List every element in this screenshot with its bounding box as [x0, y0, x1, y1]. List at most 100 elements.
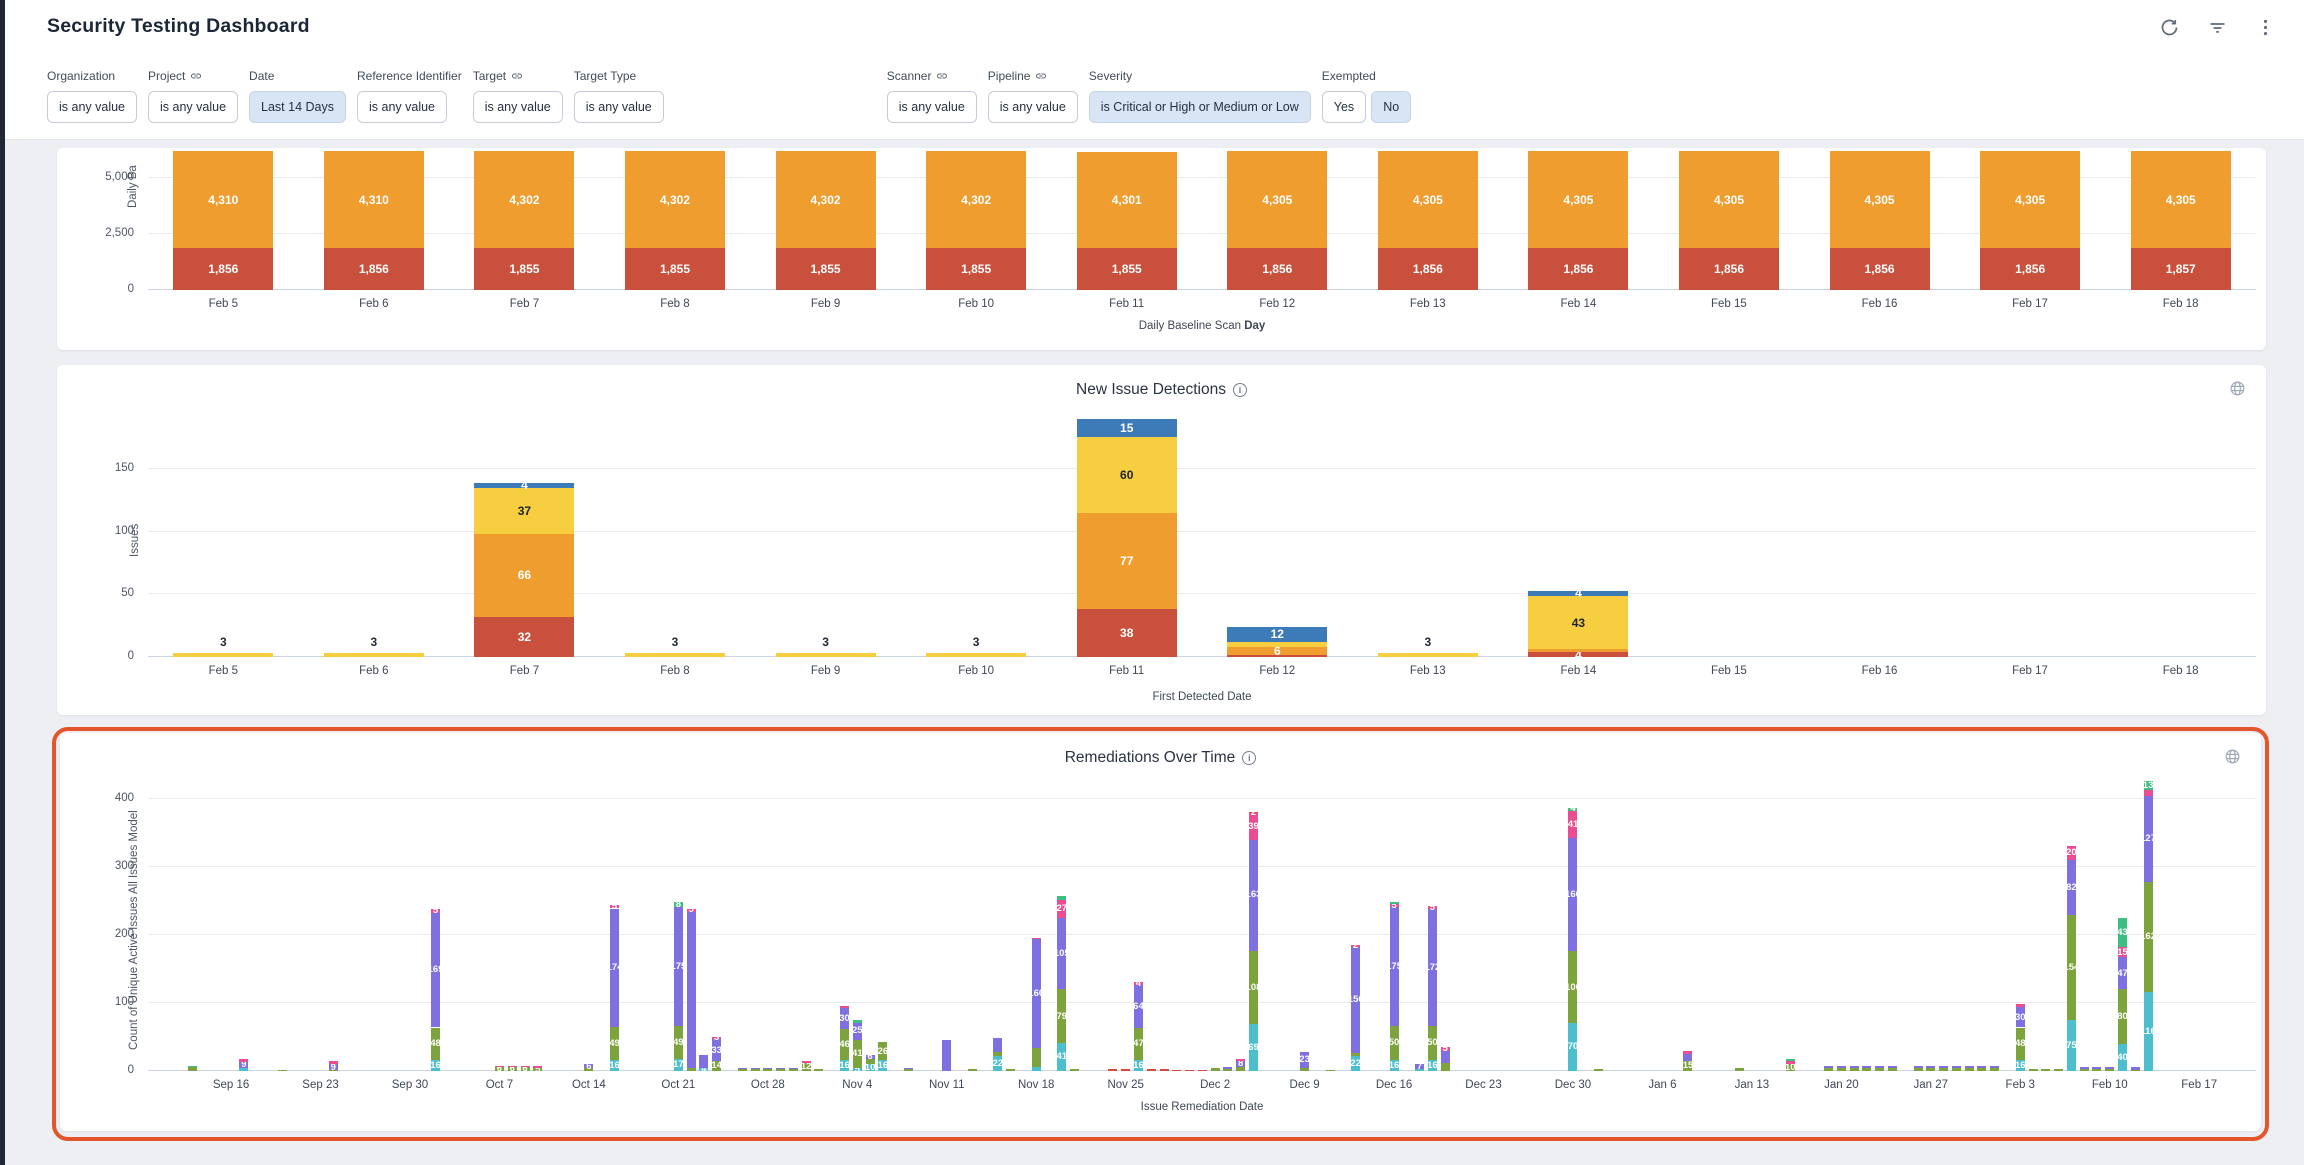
filter-option-exempted-yes[interactable]: Yes — [1321, 91, 1367, 123]
bar-segment-red[interactable]: 1,856 — [1227, 248, 1328, 290]
bar-segment-orange[interactable]: 77 — [1076, 512, 1177, 610]
bar-segment-purple[interactable] — [942, 1040, 952, 1071]
globe-icon[interactable] — [2229, 380, 2246, 397]
bar-segment-purple[interactable] — [1849, 1065, 1859, 1069]
bar-segment-olive[interactable] — [1325, 1069, 1335, 1071]
bar-segment-purple[interactable] — [788, 1067, 798, 1069]
bar-segment-orange[interactable]: 4,301 — [1076, 151, 1177, 249]
bar-segment-crimson[interactable]: 2 — [1248, 808, 1258, 817]
bar-segment-olive[interactable]: 50 — [1389, 1026, 1399, 1061]
bar-segment-olive[interactable]: 47 — [1133, 1028, 1144, 1061]
bar-segment-purple[interactable] — [686, 911, 696, 1069]
bar-segment-pink[interactable] — [239, 1059, 249, 1063]
bar-segment-purple[interactable] — [2105, 1066, 2115, 1069]
bar-segment-red[interactable]: 1,855 — [775, 248, 876, 290]
bar-segment-pink[interactable]: 5 — [1440, 1044, 1450, 1053]
bar-segment-teal[interactable]: 41 — [1056, 1043, 1067, 1071]
bar-segment-teal[interactable]: 5 — [852, 1065, 862, 1074]
bar-segment-teal[interactable]: 17 — [673, 1059, 684, 1071]
bar-segment-olive[interactable]: 15 — [1683, 1060, 1693, 1071]
bar-segment-olive[interactable] — [2105, 1068, 2115, 1071]
bar-segment-olive[interactable]: 50 — [1427, 1026, 1438, 1061]
bar-segment-pink[interactable]: 5 — [609, 902, 619, 911]
bar-segment-red[interactable]: 1,856 — [1377, 248, 1478, 290]
bar-segment-purple[interactable]: 23 — [1299, 1051, 1310, 1068]
bar-segment-olive[interactable] — [686, 1068, 696, 1071]
bar-segment-purple[interactable] — [993, 1038, 1003, 1052]
bar-segment-pink[interactable]: 5 — [431, 906, 441, 915]
bar-segment-teal[interactable] — [1031, 1066, 1041, 1071]
bar-segment-orange[interactable]: 6 — [1227, 645, 1328, 657]
bar-segment-teal[interactable] — [1415, 1068, 1425, 1071]
bar-segment-purple[interactable] — [1977, 1065, 1987, 1069]
bar-segment-purple[interactable] — [1683, 1054, 1693, 1061]
bar-segment-green[interactable]: 13 — [2143, 781, 2153, 791]
bar-segment-teal[interactable]: 70 — [1568, 1023, 1578, 1071]
bar-segment-purple[interactable] — [1964, 1065, 1974, 1069]
bar-segment-olive[interactable] — [188, 1066, 198, 1071]
bar-segment-pink[interactable]: 41 — [1568, 810, 1578, 839]
bar-segment-olive[interactable]: 48 — [2015, 1027, 2026, 1061]
bar-segment-purple[interactable] — [763, 1067, 773, 1069]
bar-segment-yellow[interactable] — [1227, 641, 1328, 647]
bar-segment-purple[interactable]: 166 — [1565, 838, 1581, 952]
more-menu-icon[interactable] — [2255, 17, 2276, 38]
filter-option-exempted-no[interactable]: No — [1371, 91, 1412, 123]
bar-segment-green[interactable] — [852, 1020, 862, 1023]
bar-segment-teal[interactable]: 16 — [878, 1060, 888, 1071]
bar-segment-purple[interactable]: 30 — [2015, 1007, 2026, 1028]
bar-segment-orange[interactable]: 4,305 — [1377, 151, 1478, 249]
bar-segment-olive[interactable]: 154 — [2063, 915, 2079, 1020]
bar-segment-teal[interactable]: 16 — [2015, 1060, 2026, 1071]
bar-segment-purple[interactable]: 8 — [1236, 1059, 1246, 1068]
bar-segment-pink[interactable] — [1785, 1061, 1795, 1065]
bar-segment-purple[interactable] — [1926, 1065, 1936, 1069]
bar-segment-yellow[interactable] — [173, 653, 274, 657]
bar-segment-orange[interactable]: 4,305 — [2130, 151, 2231, 249]
bar-segment-purple[interactable]: 160 — [1028, 939, 1044, 1048]
bar-segment-olive[interactable] — [1824, 1068, 1834, 1071]
bar-segment-red[interactable]: 1,855 — [1076, 248, 1177, 290]
bar-segment-purple[interactable] — [776, 1067, 786, 1069]
bar-segment-red[interactable]: 1,855 — [474, 248, 575, 290]
bar-segment-purple[interactable] — [737, 1067, 747, 1069]
bar-segment-olive[interactable] — [1862, 1068, 1872, 1071]
bar-segment-pink[interactable] — [1683, 1051, 1693, 1054]
bar-segment-orange[interactable]: 66 — [474, 534, 575, 617]
bar-segment-olive[interactable] — [1070, 1068, 1080, 1071]
bar-segment-pink[interactable]: 5 — [1389, 901, 1399, 910]
bar-segment-pink[interactable] — [520, 1065, 530, 1067]
bar-segment-yellow[interactable] — [625, 653, 725, 657]
filter-value-organization[interactable]: is any value — [47, 91, 138, 123]
bar-segment-pink[interactable]: 4 — [1133, 979, 1143, 988]
bar-segment-crimson[interactable] — [1159, 1068, 1169, 1071]
bar-segment-olive[interactable] — [1236, 1066, 1246, 1071]
bar-segment-blue[interactable]: 4 — [1528, 587, 1629, 599]
bar-segment-yellow[interactable]: 37 — [474, 487, 575, 535]
bar-segment-olive[interactable]: 10 — [1785, 1063, 1796, 1072]
bar-segment-olive[interactable]: 48 — [430, 1027, 441, 1061]
bar-segment-olive[interactable] — [814, 1068, 824, 1071]
bar-segment-red[interactable]: 1,856 — [323, 248, 424, 290]
bar-segment-olive[interactable] — [737, 1068, 747, 1071]
bar-segment-pink[interactable]: 5 — [686, 905, 696, 914]
bar-segment-purple[interactable]: 169 — [428, 912, 443, 1028]
bar-segment-red[interactable]: 1,856 — [1980, 248, 2081, 290]
bar-segment-teal[interactable]: 116 — [2140, 992, 2156, 1071]
bar-segment-purple[interactable] — [1887, 1065, 1897, 1069]
bar-segment-olive[interactable] — [1977, 1068, 1987, 1071]
bar-segment-olive[interactable] — [750, 1068, 760, 1071]
bar-segment-purple[interactable] — [2079, 1066, 2089, 1069]
bar-segment-olive[interactable]: 106 — [1565, 951, 1581, 1024]
bar-segment-yellow[interactable] — [323, 653, 424, 657]
bar-segment-purple[interactable]: 9 — [328, 1063, 338, 1072]
bar-segment-teal[interactable]: 16 — [609, 1060, 620, 1071]
bar-segment-yellow[interactable] — [926, 653, 1027, 657]
bar-segment-purple[interactable] — [2092, 1066, 2102, 1069]
bar-segment-purple[interactable] — [699, 1054, 709, 1069]
bar-segment-purple[interactable] — [1862, 1065, 1872, 1069]
bar-segment-olive[interactable] — [993, 1051, 1003, 1057]
filter-value-reference-identifier[interactable]: is any value — [357, 91, 448, 123]
filter-icon[interactable] — [2207, 17, 2228, 38]
bar-segment-orange[interactable]: 4,302 — [474, 151, 575, 249]
